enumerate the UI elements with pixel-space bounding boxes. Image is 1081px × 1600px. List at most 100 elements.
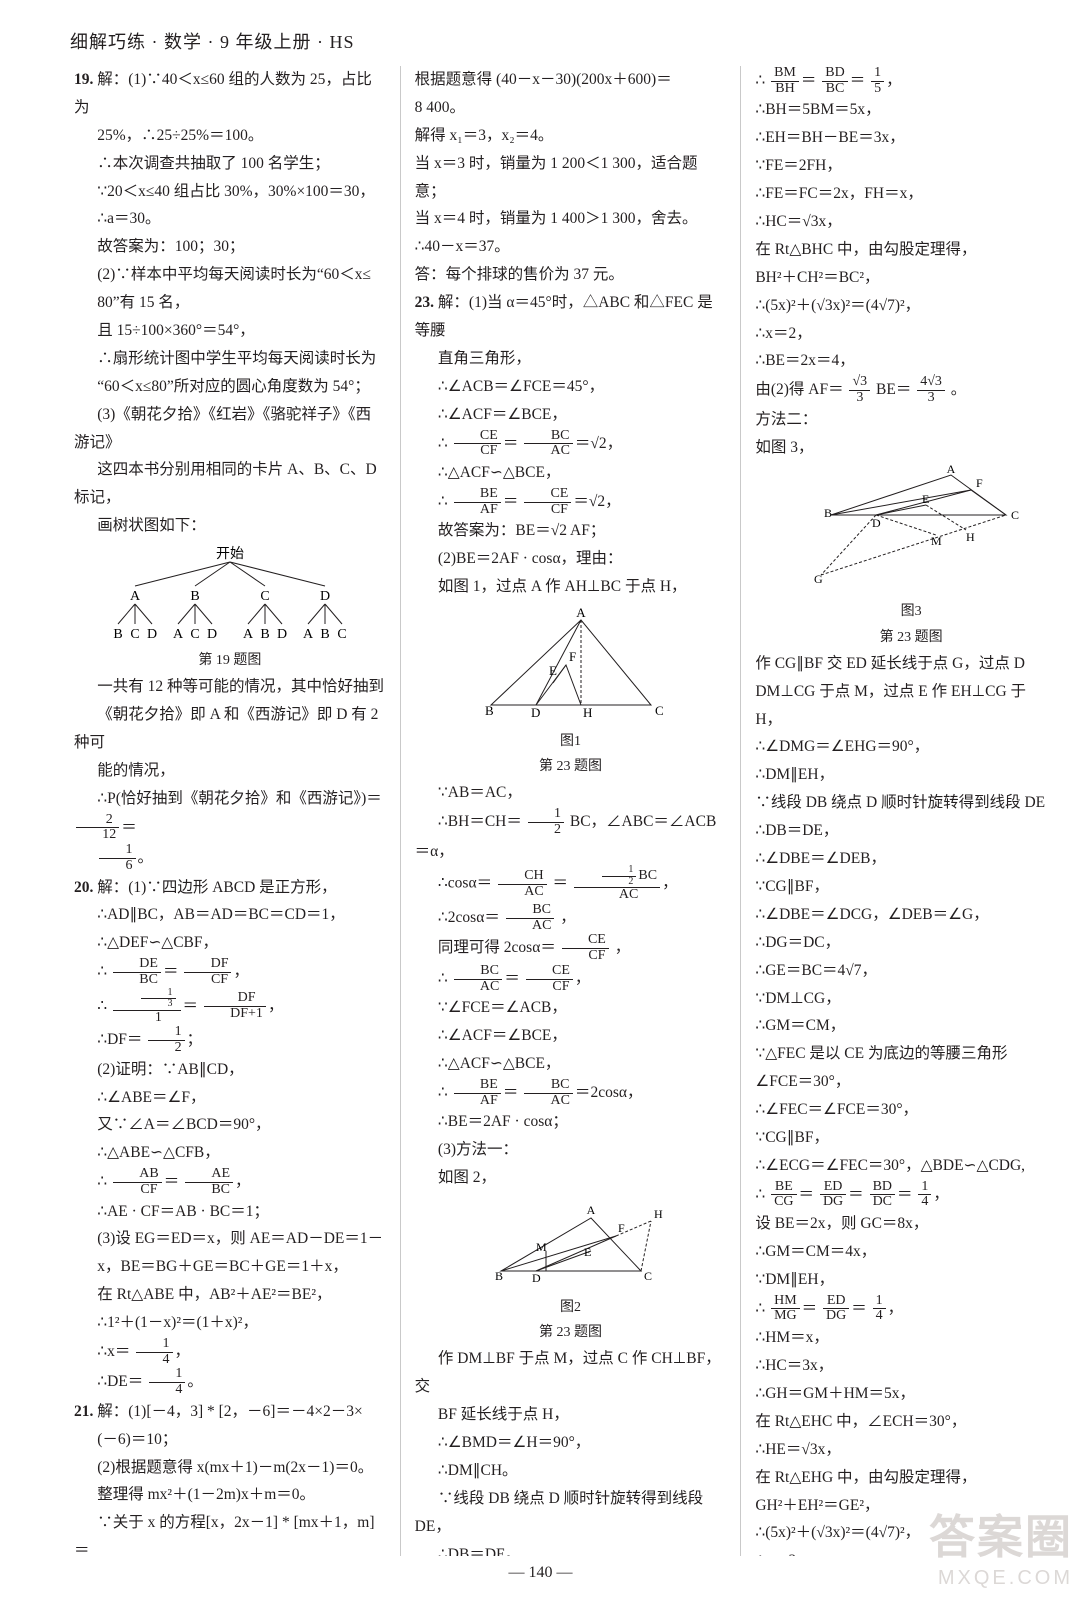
q23-a0: 解：(1)当 α＝45°时，△ABC 和△FEC 是等腰: [415, 294, 713, 339]
c3-c12: ∵DM⊥CG，: [755, 985, 1067, 1013]
c2-t1: 8 400。: [415, 94, 727, 122]
svg-text:A: A: [130, 589, 141, 604]
q19-l2: ∴本次调查共抽取了 100 名学生；: [74, 150, 386, 178]
c3-e5: 在 Rt△EHG 中，由勾股定理得，: [755, 1464, 1067, 1492]
q23-acf-bce: ∴△ACF∽△BCE，: [415, 459, 727, 487]
c3-c17: ∵CG∥BF，: [755, 1124, 1067, 1152]
q23-fig1-cap: 图1: [415, 729, 727, 754]
q23-f5: ∴DB＝DE。: [415, 1541, 727, 1556]
q23-eq4: ∴cosα＝ CHAC ＝ 12BCAC，: [415, 865, 727, 903]
q20-a2: ∴△DEF∽△CBF，: [74, 929, 386, 957]
svg-text:C: C: [655, 703, 664, 718]
svg-text:C: C: [130, 627, 139, 642]
q19-p-result: 16。: [74, 843, 386, 873]
q21-l3: 整理得 mx²＋(1－2m)x＋m＝0。: [74, 1481, 386, 1509]
q23-a1: 直角三角形，: [415, 345, 727, 373]
q19-l4: ∴a＝30。: [74, 205, 386, 233]
svg-text:D: D: [320, 589, 330, 604]
c3-c1: DM⊥CG 于点 M，过点 E 作 EH⊥CG 于: [755, 678, 1067, 706]
q20-eq6: ∴DE＝ 14。: [74, 1367, 386, 1397]
svg-text:D: D: [532, 1271, 541, 1285]
c3-e4: ∴HE＝√3x，: [755, 1436, 1067, 1464]
svg-text:F: F: [569, 649, 576, 664]
c3-d1: ∴GM＝CM＝4x，: [755, 1238, 1067, 1266]
svg-text:H: H: [583, 705, 592, 720]
c3-c15: ∠FCE＝30°，: [755, 1068, 1067, 1096]
svg-text:A: A: [947, 465, 956, 476]
q20-eq2: ∴ 131＝ DFDF+1，: [74, 988, 386, 1026]
svg-text:A: A: [243, 627, 254, 642]
c3-e7: ∴(5x)²＋(√3x)²＝(4√7)²，: [755, 1519, 1067, 1547]
q20-b3: ∴△ABE∽△CFB，: [74, 1139, 386, 1167]
svg-text:M: M: [536, 1240, 547, 1254]
q23-b0: 故答案为：BE＝√2 AF；: [415, 517, 727, 545]
c3-a7: ∴(5x)²＋(√3x)²＝(4√7)²，: [755, 292, 1067, 320]
q21-l2: (2)根据题意得 x(mx＋1)－m(2x－1)＝0。: [74, 1454, 386, 1482]
q23-eq8: ∴ BEAF＝ BCAC＝2cosα，: [415, 1078, 727, 1108]
c3-e2: ∴GH＝GM＋HM＝5x，: [755, 1380, 1067, 1408]
c3-b0: 方法二：: [755, 406, 1067, 434]
c3-a8: ∴x＝2，: [755, 320, 1067, 348]
svg-text:E: E: [584, 1245, 591, 1259]
q23-eq1: ∴ CECF＝ BCAC＝√2，: [415, 429, 727, 459]
c3-a2: ∵FE＝2FH，: [755, 152, 1067, 180]
q19-l8: 且 15÷100×360°＝54°，: [74, 317, 386, 345]
q23-d2: ∴△ACF∽△BCE，: [415, 1050, 727, 1078]
q23-fig1-sub: 第 23 题图: [415, 754, 727, 779]
q20-a1: ∴AD∥BC，AB＝AD＝BC＝CD＝1，: [74, 901, 386, 929]
svg-text:F: F: [618, 1221, 625, 1235]
q20-eq4: ∴ ABCF＝ AEBC，: [74, 1167, 386, 1197]
c3-a5: 在 Rt△BHC 中，由勾股定理得，: [755, 236, 1067, 264]
svg-text:C: C: [644, 1269, 652, 1283]
q23-figure-3: A F B C D E G M H: [796, 465, 1026, 595]
c3-e1: ∴HC＝3x，: [755, 1352, 1067, 1380]
q23-d1: ∴∠ACF＝∠BCE，: [415, 1022, 727, 1050]
q23-fig2-cap: 图2: [415, 1295, 727, 1320]
svg-text:D: D: [531, 705, 540, 720]
page-header: 细解巧练 · 数学 · 9 年级上册 · HS: [60, 28, 1067, 54]
svg-text:A: A: [173, 627, 184, 642]
q20-b2: 又∵∠A＝∠BCD＝90°，: [74, 1111, 386, 1139]
c3-a3: ∴FE＝FC＝2x，FH＝x，: [755, 180, 1067, 208]
q20-b1: ∴∠ABE＝∠F，: [74, 1084, 386, 1112]
c3-c8: ∵CG∥BF，: [755, 873, 1067, 901]
c3-c10: ∴DG＝DC，: [755, 929, 1067, 957]
q20-c4: ∴1²＋(1－x)²＝(1＋x)²，: [74, 1309, 386, 1337]
q23-fig3-cap: 图3: [755, 599, 1067, 624]
c3-c7: ∴∠DBE＝∠DEB，: [755, 845, 1067, 873]
q19-l10: “60＜x≤80”所对应的圆心角度数为 54°；: [74, 373, 386, 401]
q19-a2: 能的情况，: [74, 757, 386, 785]
q19-l9: ∴扇形统计图中学生平均每天阅读时长为: [74, 345, 386, 373]
q20-c1: (3)设 EG＝ED＝x，则 AE＝AD－DE＝1－: [74, 1225, 386, 1253]
svg-text:B: B: [260, 627, 269, 642]
svg-text:C: C: [1011, 508, 1019, 522]
q19-l1: 25%，∴25÷25%＝100。: [74, 122, 386, 150]
q20-eq3: ∴DF＝ 12；: [74, 1025, 386, 1055]
q23-eq7: ∴ BCAC＝ CECF，: [415, 964, 727, 994]
svg-text:D: D: [277, 627, 287, 642]
c3-a6: BH²＋CH²＝BC²，: [755, 264, 1067, 292]
q21-label: 21.: [74, 1403, 93, 1420]
q23-b1: (2)BE＝2AF · cosα，理由：: [415, 545, 727, 573]
svg-text:M: M: [931, 534, 942, 548]
c3-a0: ∴BH＝5BM＝5x，: [755, 96, 1067, 124]
svg-text:开始: 开始: [216, 546, 244, 562]
svg-text:B: B: [320, 627, 329, 642]
c2-t3: 当 x＝3 时，销量为 1 200＜1 300，适合题意；: [415, 150, 727, 206]
c3-a1: ∴EH＝BH－BE＝3x，: [755, 124, 1067, 152]
column-3: ∴ BMBH＝ BDBC＝ 15， ∴BH＝5BM＝5x， ∴EH＝BH－BE＝…: [741, 66, 1067, 1556]
c3-c16: ∴∠FEC＝∠FCE＝30°，: [755, 1096, 1067, 1124]
svg-text:H: H: [966, 530, 975, 544]
svg-text:D: D: [872, 516, 881, 530]
c3-eq2: 由(2)得 AF＝ √33 BE＝ 4√33 。: [755, 375, 1067, 405]
q23-e2: 如图 2，: [415, 1164, 727, 1192]
q19-l12: 这四本书分别用相同的卡片 A、B、C、D 标记，: [74, 456, 386, 512]
c3-e3: 在 Rt△EHC 中，∠ECH＝30°，: [755, 1408, 1067, 1436]
c3-c9: ∴∠DBE＝∠DCG，∠DEB＝∠G，: [755, 901, 1067, 929]
q20-eq1: ∴ DEBC＝ DFCF，: [74, 957, 386, 987]
page-number: — 140 —: [0, 1564, 1081, 1582]
svg-text:B: B: [113, 627, 122, 642]
q20-c3: 在 Rt△ABE 中，AB²＋AE²＝BE²，: [74, 1281, 386, 1309]
q20-c0: ∴AE · CF＝AB · BC＝1；: [74, 1198, 386, 1226]
c3-c2: H，: [755, 706, 1067, 734]
